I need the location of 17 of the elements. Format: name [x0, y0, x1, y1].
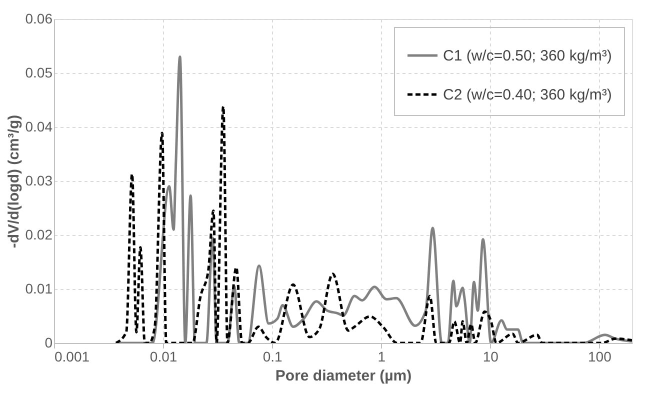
y-tick-label: 0	[44, 334, 53, 350]
legend-label: C1 (w/c=0.50; 360 kg/m³)	[443, 48, 612, 64]
y-axis-title: -dV/d(logd) (cm³/g)	[5, 114, 22, 248]
x-tick-label: 0.01	[150, 348, 178, 364]
y-tick-label: 0.04	[25, 118, 53, 134]
y-tick-label: 0.01	[25, 280, 53, 296]
x-tick-label: 0.001	[54, 348, 90, 364]
legend-label: C2 (w/c=0.40; 360 kg/m³)	[443, 86, 612, 104]
x-axis-title: Pore diameter (µm)	[275, 368, 412, 384]
y-tick-label: 0.06	[25, 10, 53, 26]
y-tick-label: 0.02	[25, 226, 53, 242]
x-tick-label: 0.1	[262, 348, 283, 364]
y-tick-label: 0.05	[25, 64, 53, 80]
x-tick-label: 100	[588, 348, 612, 364]
x-tick-label: 10	[482, 348, 499, 364]
y-tick-label: 0.03	[25, 172, 53, 188]
x-tick-label: 1	[378, 348, 386, 364]
